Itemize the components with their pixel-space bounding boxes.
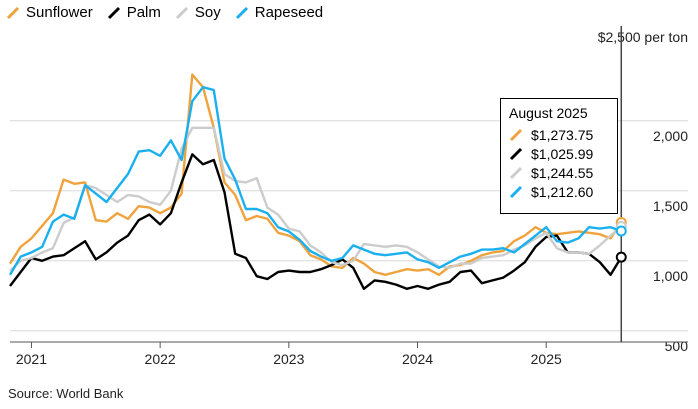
tooltip-row-soy: $1,244.55: [509, 163, 609, 182]
legend-swatch-soy: [175, 6, 188, 19]
legend-item-soy: Soy: [175, 4, 221, 21]
legend-label-palm: Palm: [126, 4, 161, 21]
x-tick-label: 2022: [145, 351, 176, 367]
x-tick-label: 2023: [273, 351, 304, 367]
legend-item-sunflower: Sunflower: [6, 4, 93, 21]
y-tick-label: 1,000: [653, 268, 688, 284]
hover-tooltip: August 2025 $1,273.75 $1,025.99 $1,244.5…: [500, 98, 618, 214]
series-line-palm: [9, 153, 623, 290]
tooltip-row-rapeseed: $1,212.60: [509, 182, 609, 201]
tooltip-swatch-rapeseed: [509, 185, 523, 198]
legend-swatch-rapeseed: [235, 6, 248, 19]
end-marker-palm: [615, 251, 627, 263]
y-unit-label: $2,500 per ton: [598, 29, 688, 45]
legend-item-rapeseed: Rapeseed: [235, 4, 323, 21]
tooltip-value-rapeseed: $1,212.60: [531, 183, 594, 200]
x-tick-label: 2021: [16, 351, 47, 367]
y-tick-label: 500: [665, 338, 689, 354]
legend-label-soy: Soy: [194, 4, 221, 21]
legend-swatch-sunflower: [6, 6, 20, 19]
legend-swatch-palm: [107, 6, 120, 19]
legend-item-palm: Palm: [107, 4, 161, 21]
legend-label-rapeseed: Rapeseed: [254, 4, 324, 21]
end-marker-rapeseed: [615, 225, 627, 237]
x-tick-label: 2025: [531, 351, 562, 367]
tooltip-value-sunflower: $1,273.75: [531, 126, 594, 143]
legend: Sunflower Palm Soy Rapeseed: [6, 4, 323, 21]
tooltip-swatch-sunflower: [509, 128, 523, 141]
y-tick-label: 2,000: [653, 128, 688, 144]
x-tick-label: 2024: [402, 351, 433, 367]
source-note: Source: World Bank: [8, 386, 124, 401]
tooltip-value-palm: $1,025.99: [531, 145, 594, 162]
y-tick-label: 1,500: [653, 198, 688, 214]
series-line-sunflower: [8, 73, 623, 276]
tooltip-swatch-soy: [509, 166, 523, 179]
tooltip-title: August 2025: [509, 105, 588, 121]
tooltip-row-sunflower: $1,273.75: [509, 125, 609, 144]
tooltip-row-palm: $1,025.99: [509, 144, 609, 163]
tooltip-swatch-palm: [509, 147, 523, 160]
legend-label-sunflower: Sunflower: [26, 4, 93, 21]
tooltip-value-soy: $1,244.55: [531, 164, 594, 181]
series-line-rapeseed: [8, 85, 622, 276]
